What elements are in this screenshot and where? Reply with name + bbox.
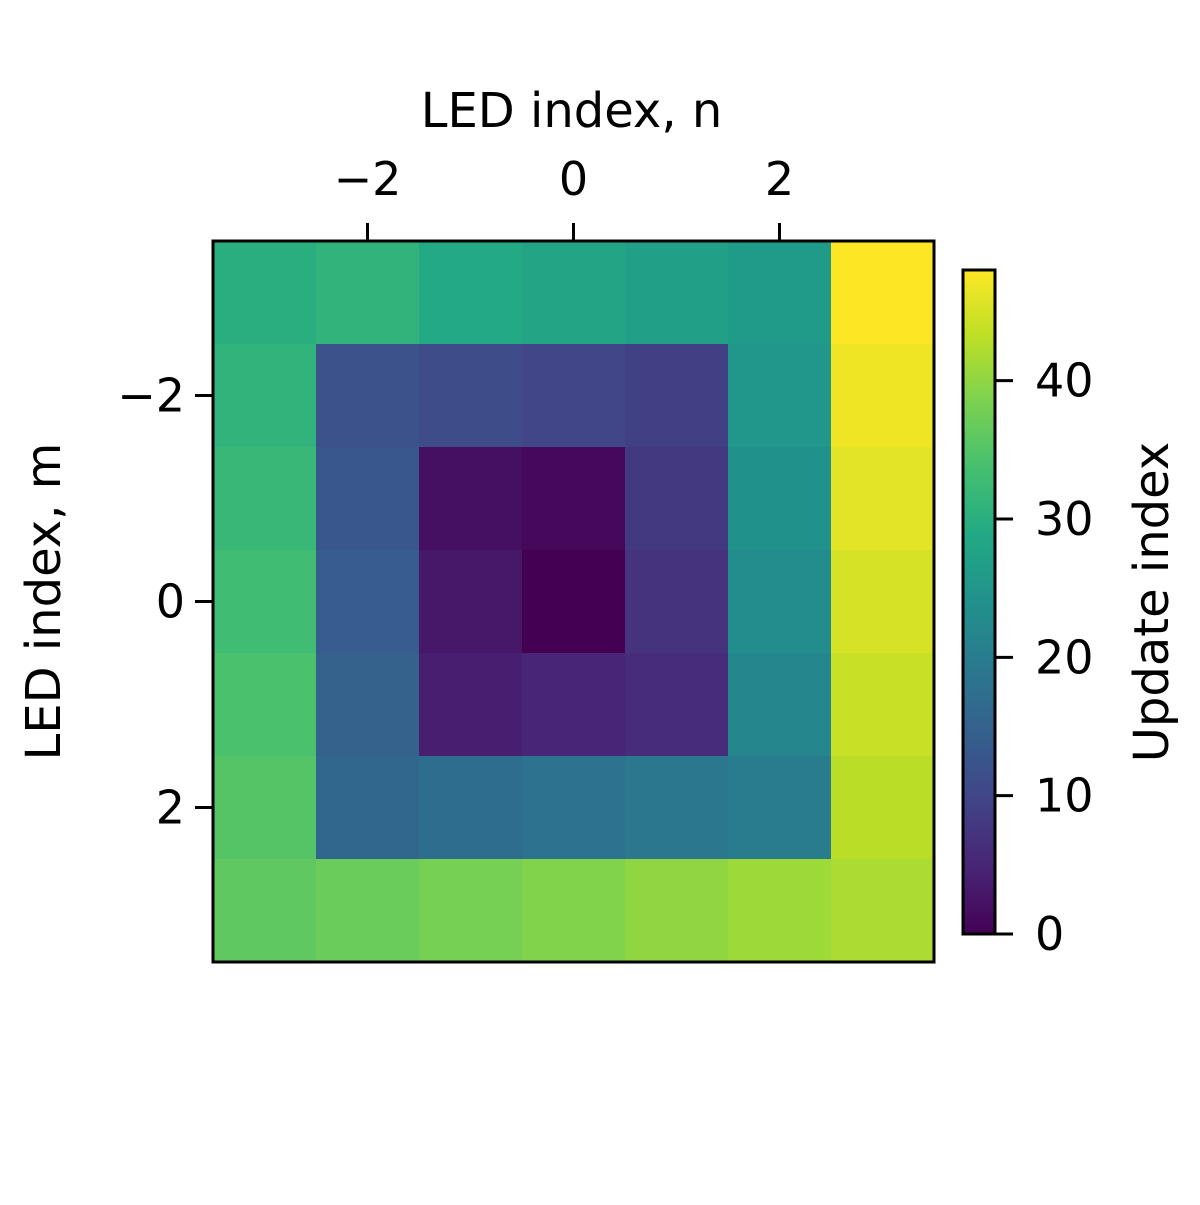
heatmap-cell: [831, 447, 935, 551]
x-axis: −2 0 2: [334, 152, 794, 241]
colorbar-title: Update index: [1124, 442, 1180, 762]
heatmap-cell: [213, 344, 317, 448]
heatmap-cell: [522, 344, 626, 448]
heatmap-cell: [728, 241, 832, 345]
heatmap-cell: [625, 756, 729, 860]
heatmap-cell: [213, 859, 317, 963]
heatmap-cell: [831, 756, 935, 860]
heatmap-cell: [316, 550, 420, 654]
heatmap-cell: [316, 859, 420, 963]
colorbar-tick-label: 40: [1035, 354, 1094, 408]
heatmap-cell: [419, 344, 523, 448]
heatmap-cell: [831, 859, 935, 963]
heatmap-cell: [522, 653, 626, 757]
heatmap-cell: [213, 447, 317, 551]
heatmap-cell: [316, 756, 420, 860]
heatmap-cell: [625, 859, 729, 963]
heatmap-cell: [831, 653, 935, 757]
heatmap-cell: [522, 447, 626, 551]
heatmap-cell: [316, 241, 420, 345]
colorbar-tick-label: 0: [1035, 907, 1064, 961]
y-tick-label: −2: [117, 369, 185, 423]
heatmap-cell: [522, 859, 626, 963]
colorbar-tick-label: 10: [1035, 769, 1094, 823]
heatmap-cells: [213, 241, 935, 963]
colorbar-frame: [961, 268, 997, 936]
heatmap-cell: [419, 550, 523, 654]
heatmap-cell: [728, 756, 832, 860]
heatmap-cell: [625, 344, 729, 448]
colorbar-ticks: 0 10 20 30 40: [995, 354, 1094, 961]
heatmap-cell: [625, 241, 729, 345]
heatmap-cell: [213, 653, 317, 757]
heatmap-cell: [213, 756, 317, 860]
heatmap-cell: [213, 550, 317, 654]
y-axis-title: LED index, m: [16, 443, 72, 761]
x-tick-label: 0: [559, 152, 588, 206]
heatmap-cell: [625, 653, 729, 757]
heatmap-cell: [728, 859, 832, 963]
heatmap-cell: [728, 550, 832, 654]
heatmap-cell: [419, 447, 523, 551]
heatmap-cell: [316, 447, 420, 551]
x-tick-label: −2: [334, 152, 402, 206]
heatmap-cell: [522, 550, 626, 654]
heatmap-cell: [213, 241, 317, 345]
colorbar-gradient: [963, 270, 995, 934]
heatmap-cell: [831, 344, 935, 448]
y-axis: −2 0 2: [117, 369, 213, 835]
heatmap-cell: [625, 447, 729, 551]
heatmap-cell: [728, 344, 832, 448]
heatmap-cell: [831, 550, 935, 654]
heatmap-cell: [831, 241, 935, 345]
colorbar-tick-label: 30: [1035, 492, 1094, 546]
heatmap-cell: [316, 653, 420, 757]
x-axis-title: LED index, n: [421, 83, 723, 139]
heatmap-cell: [419, 859, 523, 963]
heatmap-cell: [522, 756, 626, 860]
heatmap-cell: [522, 241, 626, 345]
x-tick-label: 2: [765, 152, 794, 206]
heatmap-cell: [728, 653, 832, 757]
y-tick-label: 2: [156, 781, 185, 835]
heatmap-cell: [625, 550, 729, 654]
heatmap-cell: [419, 756, 523, 860]
heatmap-cell: [728, 447, 832, 551]
heatmap-cell: [316, 344, 420, 448]
heatmap-cell: [419, 241, 523, 345]
colorbar: 0 10 20 30 40 Update index: [961, 268, 1180, 961]
heatmap-cell: [419, 653, 523, 757]
y-tick-label: 0: [156, 575, 185, 629]
colorbar-tick-label: 20: [1035, 630, 1094, 684]
